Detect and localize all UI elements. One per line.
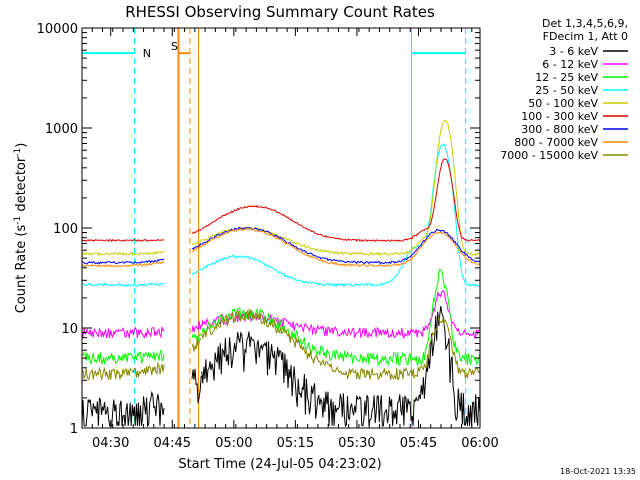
legend-header-line2: FDecim 1, Att 0	[543, 30, 628, 43]
overlay-bands: NS	[82, 28, 467, 428]
footer-date: 18-Oct-2021 13:35	[560, 467, 636, 476]
x-axis-label: Start Time (24-Jul-05 04:23:02)	[178, 457, 381, 472]
y-tick-label: 10000	[37, 22, 78, 37]
series-line-5	[82, 119, 480, 257]
y-axis-label-end: )	[14, 143, 29, 148]
legend: Det 1,3,4,5,6,9, FDecim 1, Att 0 3 - 6 k…	[500, 17, 628, 162]
y-tick-label: 1000	[45, 122, 78, 137]
x-tick-label: 05:15	[277, 436, 314, 451]
x-tick-label: 04:45	[154, 436, 191, 451]
legend-entry-label: 50 - 100 keV	[528, 97, 598, 110]
night-label: N	[143, 47, 151, 60]
series-line-8	[82, 227, 480, 268]
legend-entry-label: 7000 - 15000 keV	[500, 149, 598, 162]
x-tick-label: 04:30	[92, 436, 129, 451]
series-line-9	[82, 308, 480, 381]
legend-header-line1: Det 1,3,4,5,6,9,	[542, 17, 628, 30]
legend-entry-label: 800 - 7000 keV	[514, 136, 598, 149]
legend-entry-label: 6 - 12 keV	[542, 58, 598, 71]
series-line-4	[82, 143, 480, 288]
legend-entry-label: 3 - 6 keV	[549, 45, 598, 58]
legend-entry-label: 300 - 800 keV	[521, 123, 598, 136]
y-axis-label-main: Count Rate (s	[14, 225, 29, 314]
series-line-3	[82, 268, 480, 367]
chart-title: RHESSI Observing Summary Count Rates	[125, 3, 435, 21]
y-tick-label: 1	[70, 422, 78, 437]
series-line-1	[82, 306, 480, 428]
legend-entry-label: 12 - 25 keV	[535, 71, 598, 84]
series-layer	[82, 119, 480, 428]
saa-label: S	[171, 40, 178, 53]
x-tick-label: 05:00	[215, 436, 252, 451]
y-tick-label: 100	[53, 222, 78, 237]
series-line-7	[82, 226, 480, 265]
series-line-6	[82, 158, 480, 243]
y-axis: 1 10 100 1000 10000	[37, 22, 480, 437]
x-tick-label: 05:45	[400, 436, 437, 451]
x-tick-label: 05:30	[338, 436, 375, 451]
y-tick-label: 10	[61, 322, 78, 337]
legend-entry-label: 25 - 50 keV	[535, 84, 598, 97]
x-axis: 04:30 04:45 05:00 05:15 05:30 05:45 06:00	[81, 28, 499, 451]
series-line-2	[82, 290, 480, 340]
legend-entry-label: 100 - 300 keV	[521, 110, 598, 123]
x-tick-label: 06:00	[461, 436, 498, 451]
y-axis-label-mid: detector	[14, 156, 29, 216]
y-axis-label-sup2: -1	[13, 148, 23, 157]
y-axis-label-sup1: -1	[13, 216, 23, 225]
y-axis-label: Count Rate (s-1 detector-1)	[13, 143, 29, 314]
